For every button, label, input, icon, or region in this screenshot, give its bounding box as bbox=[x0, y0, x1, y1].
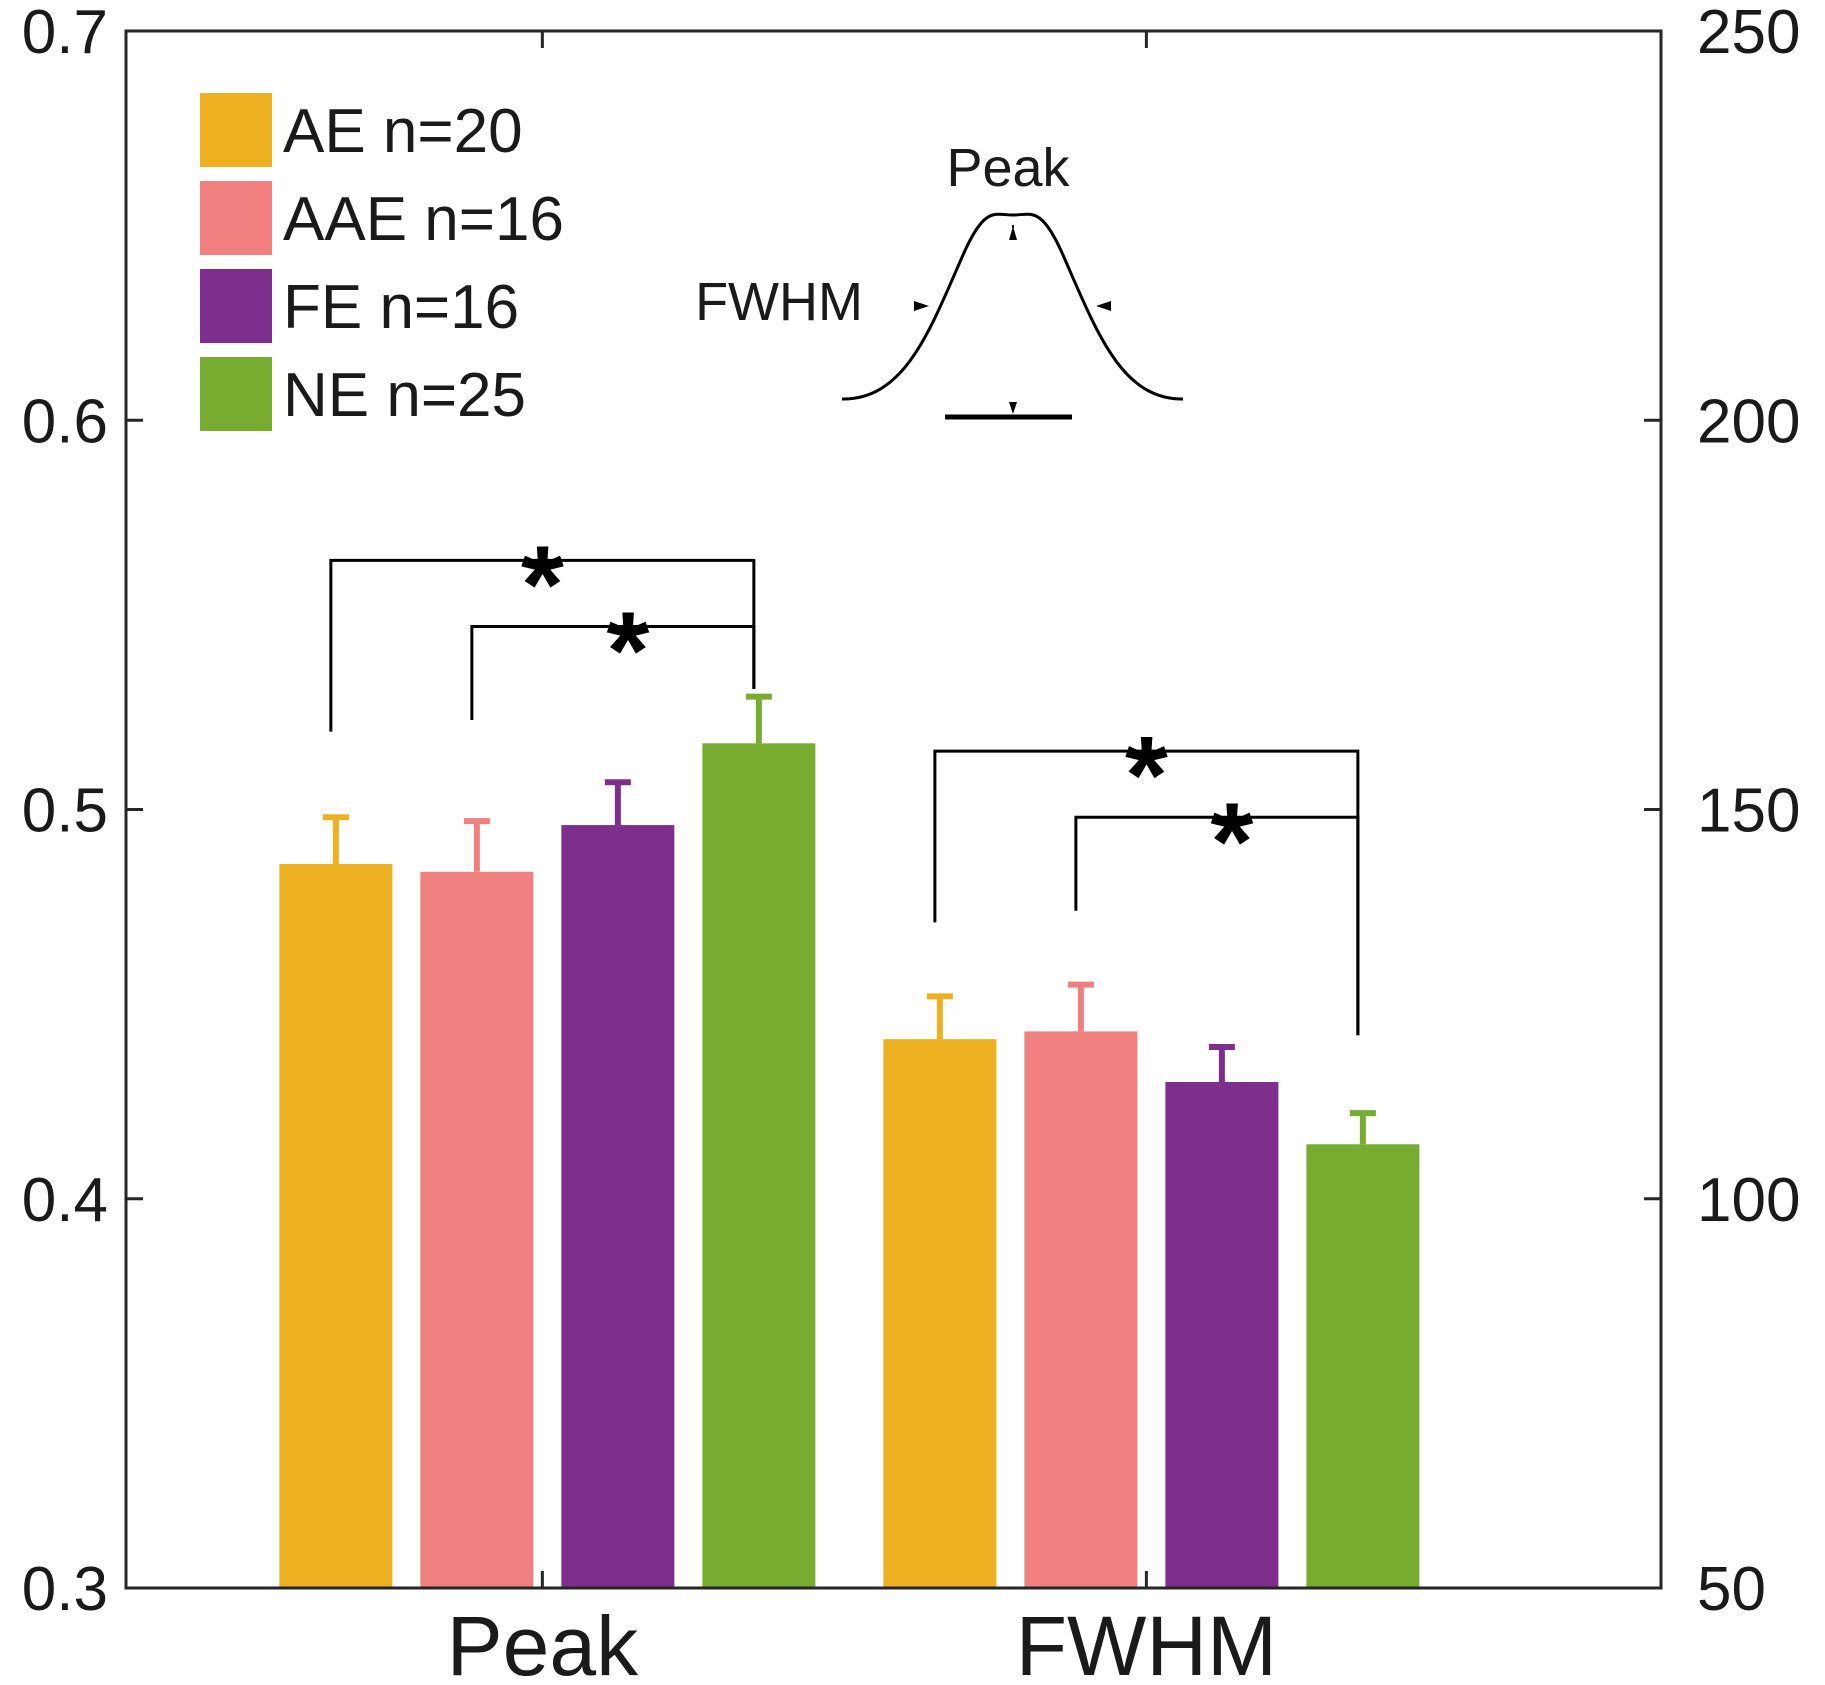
right-tick-label-0: 50 bbox=[1697, 1555, 1766, 1624]
significance-brackets: **** bbox=[329, 523, 1360, 1036]
bar-peak-ae bbox=[279, 863, 393, 1588]
bar-fwhm-fe bbox=[1165, 1081, 1279, 1588]
left-tick-label-3: 0.6 bbox=[22, 387, 108, 456]
legend-label-ne: NE n=25 bbox=[283, 361, 526, 430]
inset-fwhm-arrow-right bbox=[1096, 301, 1111, 311]
bar-fwhm-ae bbox=[883, 1039, 997, 1588]
left-tick-label-1: 0.4 bbox=[22, 1166, 108, 1235]
left-tick-label-4: 0.7 bbox=[22, 0, 108, 67]
inset-gaussian-curve bbox=[841, 212, 1184, 401]
inset-peak-arrow-down bbox=[1009, 402, 1017, 414]
bar-peak-aae bbox=[420, 871, 534, 1588]
category-label-peak: Peak bbox=[447, 1599, 639, 1685]
tick-labels: 0.3 0.4 0.5 0.6 0.7 50 100 150 200 250 Peak FWHM bbox=[22, 0, 1801, 1685]
legend-swatch-aae bbox=[200, 181, 272, 255]
legend-label-ae: AE n=20 bbox=[283, 97, 523, 166]
bar-fwhm-ne bbox=[1306, 1144, 1420, 1588]
right-tick-label-1: 100 bbox=[1697, 1166, 1800, 1235]
legend: AE n=20 AAE n=16 FE n=16 NE n=25 bbox=[200, 93, 564, 431]
right-tick-label-3: 200 bbox=[1697, 387, 1800, 456]
significance-star-2: * bbox=[606, 590, 649, 713]
legend-swatch-ae bbox=[200, 93, 272, 167]
bar-peak-ne bbox=[702, 743, 816, 1588]
significance-star-4: * bbox=[1210, 780, 1253, 903]
significance-bracket-2 bbox=[470, 625, 756, 720]
significance-bracket-1 bbox=[329, 558, 756, 732]
axes bbox=[124, 29, 1663, 1590]
left-tick-label-0: 0.3 bbox=[22, 1555, 108, 1624]
significance-bracket-4 bbox=[1074, 815, 1360, 1036]
bar-fwhm-aae bbox=[1024, 1031, 1138, 1588]
legend-swatch-ne bbox=[200, 357, 272, 431]
legend-label-aae: AAE n=16 bbox=[283, 185, 564, 254]
error-bars bbox=[322, 693, 1376, 1145]
right-tick-label-2: 150 bbox=[1697, 777, 1800, 846]
inset-peak-arrow-up bbox=[1009, 226, 1017, 240]
inset-peak-label: Peak bbox=[946, 138, 1070, 198]
legend-label-fe: FE n=16 bbox=[283, 273, 519, 342]
inset-fwhm-arrow-left bbox=[914, 301, 929, 311]
inset-fwhm-label: FWHM bbox=[695, 272, 863, 332]
bars bbox=[279, 743, 1420, 1588]
bar-peak-fe bbox=[561, 825, 675, 1588]
right-tick-label-4: 250 bbox=[1697, 0, 1800, 67]
inset-diagram: Peak FWHM bbox=[695, 138, 1184, 420]
category-label-fwhm: FWHM bbox=[1016, 1599, 1277, 1685]
legend-swatch-fe bbox=[200, 269, 272, 343]
left-tick-label-2: 0.5 bbox=[22, 777, 108, 846]
